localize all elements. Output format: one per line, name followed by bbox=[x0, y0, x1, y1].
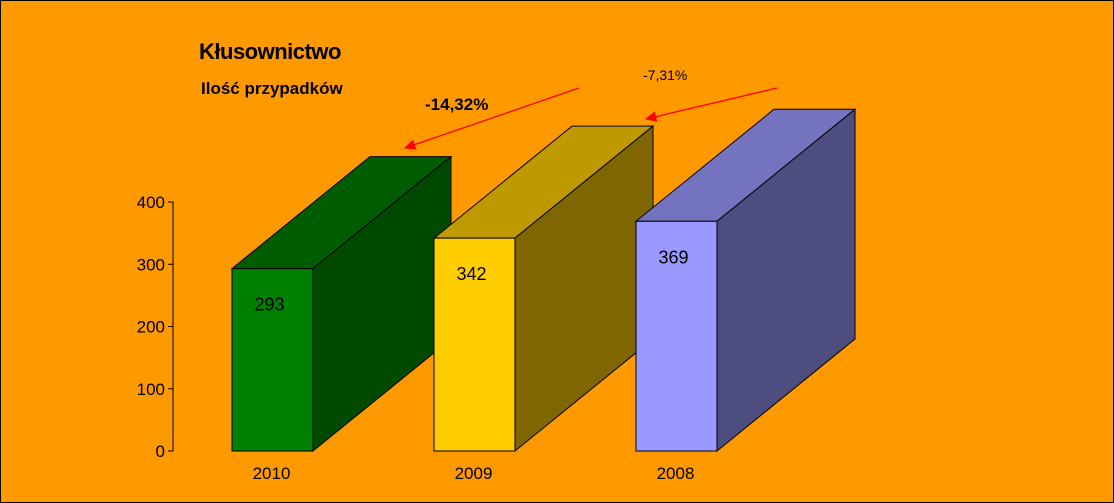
y-tick-label: 300 bbox=[137, 255, 165, 274]
change-annotation-2008-2009: -7,31% bbox=[643, 67, 688, 83]
bar-front-face bbox=[433, 237, 516, 452]
x-category-label: 2010 bbox=[253, 464, 291, 483]
x-category-label: 2008 bbox=[657, 464, 695, 483]
change-annotation-2009-2010: -14,32% bbox=[425, 95, 489, 114]
x-category-label: 2009 bbox=[455, 464, 493, 483]
bar-value-label: 369 bbox=[658, 247, 688, 267]
bar-value-label: 342 bbox=[456, 264, 486, 284]
chart-subtitle: Ilość przypadków bbox=[201, 79, 343, 98]
bar-2010: 293 2010 bbox=[230, 155, 453, 483]
chart-title: Kłusownictwo bbox=[199, 39, 341, 64]
y-tick-label: 200 bbox=[137, 318, 165, 337]
y-tick-label: 100 bbox=[137, 380, 165, 399]
bar-2008: 369 2008 bbox=[634, 108, 857, 483]
bar-value-label: 293 bbox=[254, 295, 284, 315]
bar-front-face bbox=[635, 220, 718, 452]
bar-2009: 342 2009 bbox=[432, 125, 655, 483]
change-arrow-2009-2010 bbox=[403, 87, 580, 150]
y-tick-label: 0 bbox=[156, 442, 165, 461]
change-arrow-2008-2009 bbox=[644, 87, 778, 122]
bar-front-face bbox=[231, 268, 314, 452]
y-tick-label: 400 bbox=[137, 193, 165, 212]
